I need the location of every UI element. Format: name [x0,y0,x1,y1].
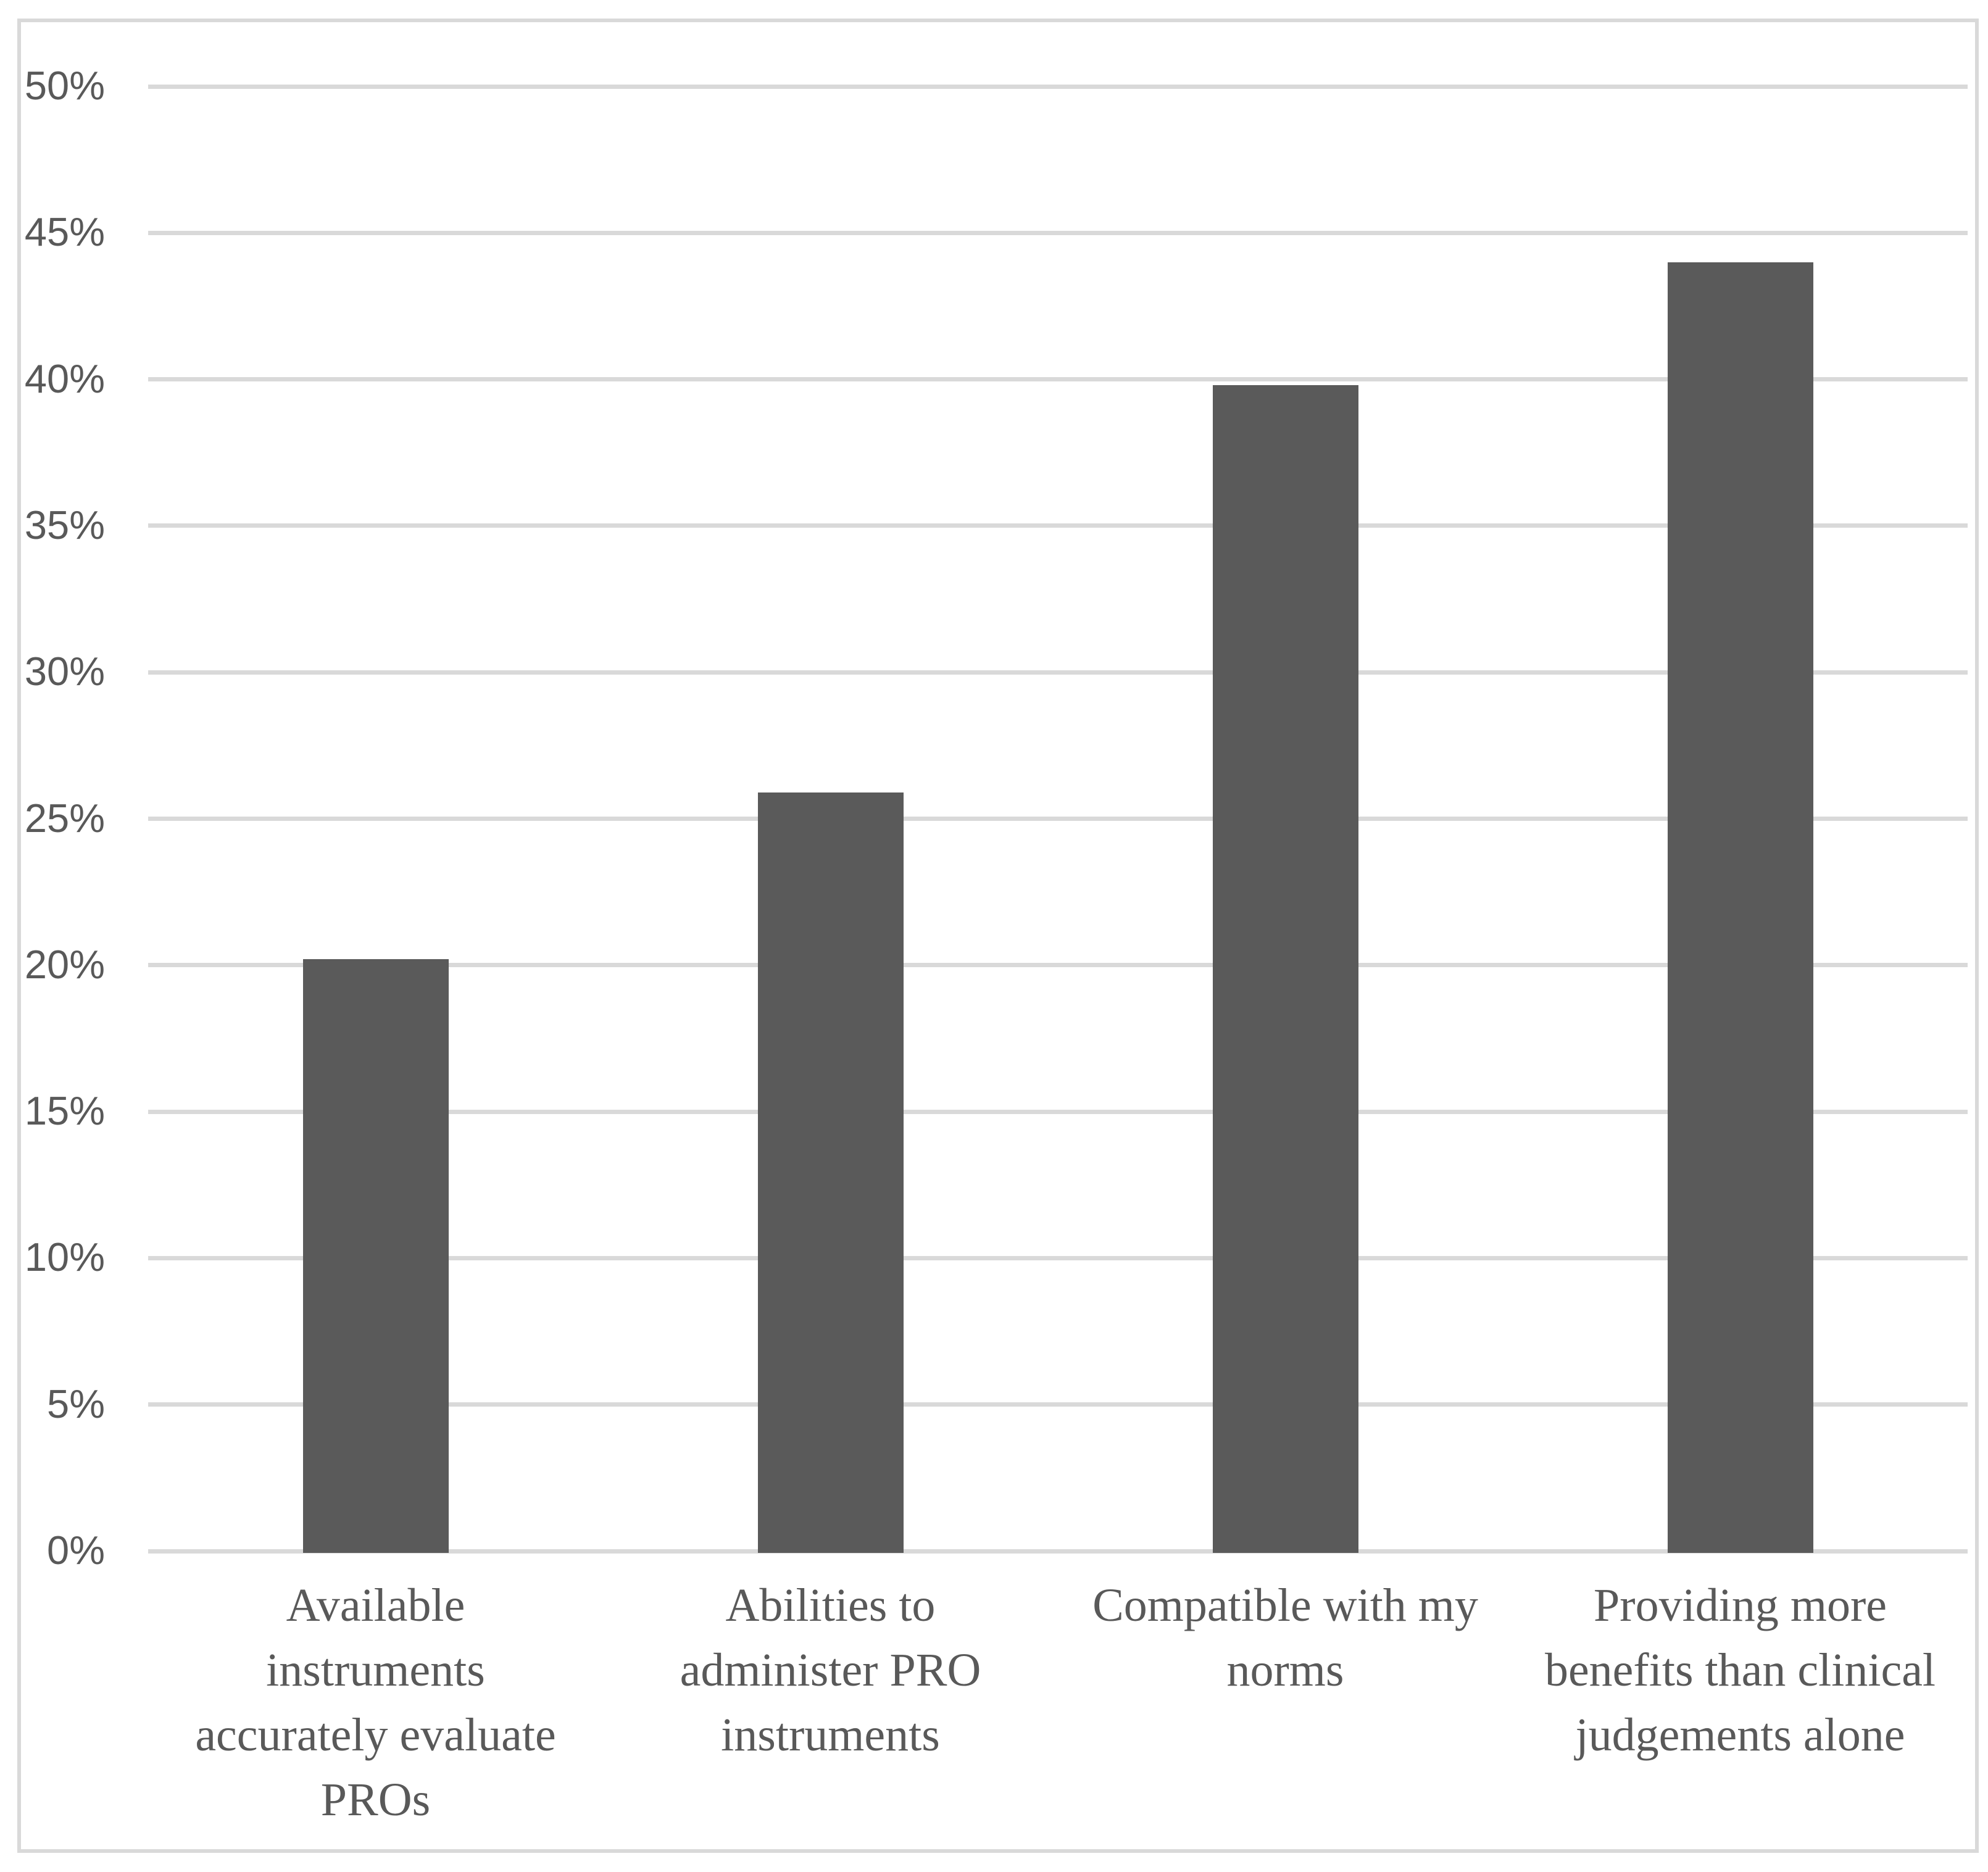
gridline [148,1109,1968,1114]
bar-2 [757,792,904,1554]
y-axis-tick-label: 35% [24,502,105,547]
gridline [148,230,1968,235]
y-axis-tick-label: 40% [24,356,105,401]
gridline [148,1402,1968,1407]
y-axis-tick-label: 30% [24,649,105,694]
y-axis-tick-label: 0% [47,1528,105,1573]
gridline [148,84,1968,89]
bar-4 [1667,262,1813,1554]
y-axis-tick-label: 10% [24,1234,105,1280]
gridline [148,523,1968,528]
bar-1 [302,959,449,1554]
x-axis-category-label: Available instruments accurately evaluate P… [195,1579,556,1826]
x-axis-category-label: Abilities to administer PRO instruments [680,1579,981,1761]
y-axis-tick-label: 25% [24,795,105,841]
x-axis-category-label: Providing more benefits than clinical judg… [1544,1579,1936,1761]
gridline [148,817,1968,821]
plot-area: Available instruments accurately evaluate P… [25,63,1968,1826]
gridline [148,670,1968,675]
chart-frame: Available instruments accurately evaluate P… [17,19,1979,1853]
y-axis-tick-label: 50% [24,63,105,108]
gridline [148,963,1968,968]
y-axis-tick-label: 45% [24,209,105,255]
bar-3 [1212,385,1358,1554]
y-axis-tick-label: 15% [24,1088,105,1134]
gridline [148,377,1968,382]
x-axis-category-label: Compatible with my norms [1092,1579,1478,1696]
y-axis-tick-label: 5% [47,1381,105,1426]
gridline [148,1549,1968,1554]
y-axis-tick-label: 20% [24,941,105,987]
gridline [148,1255,1968,1260]
